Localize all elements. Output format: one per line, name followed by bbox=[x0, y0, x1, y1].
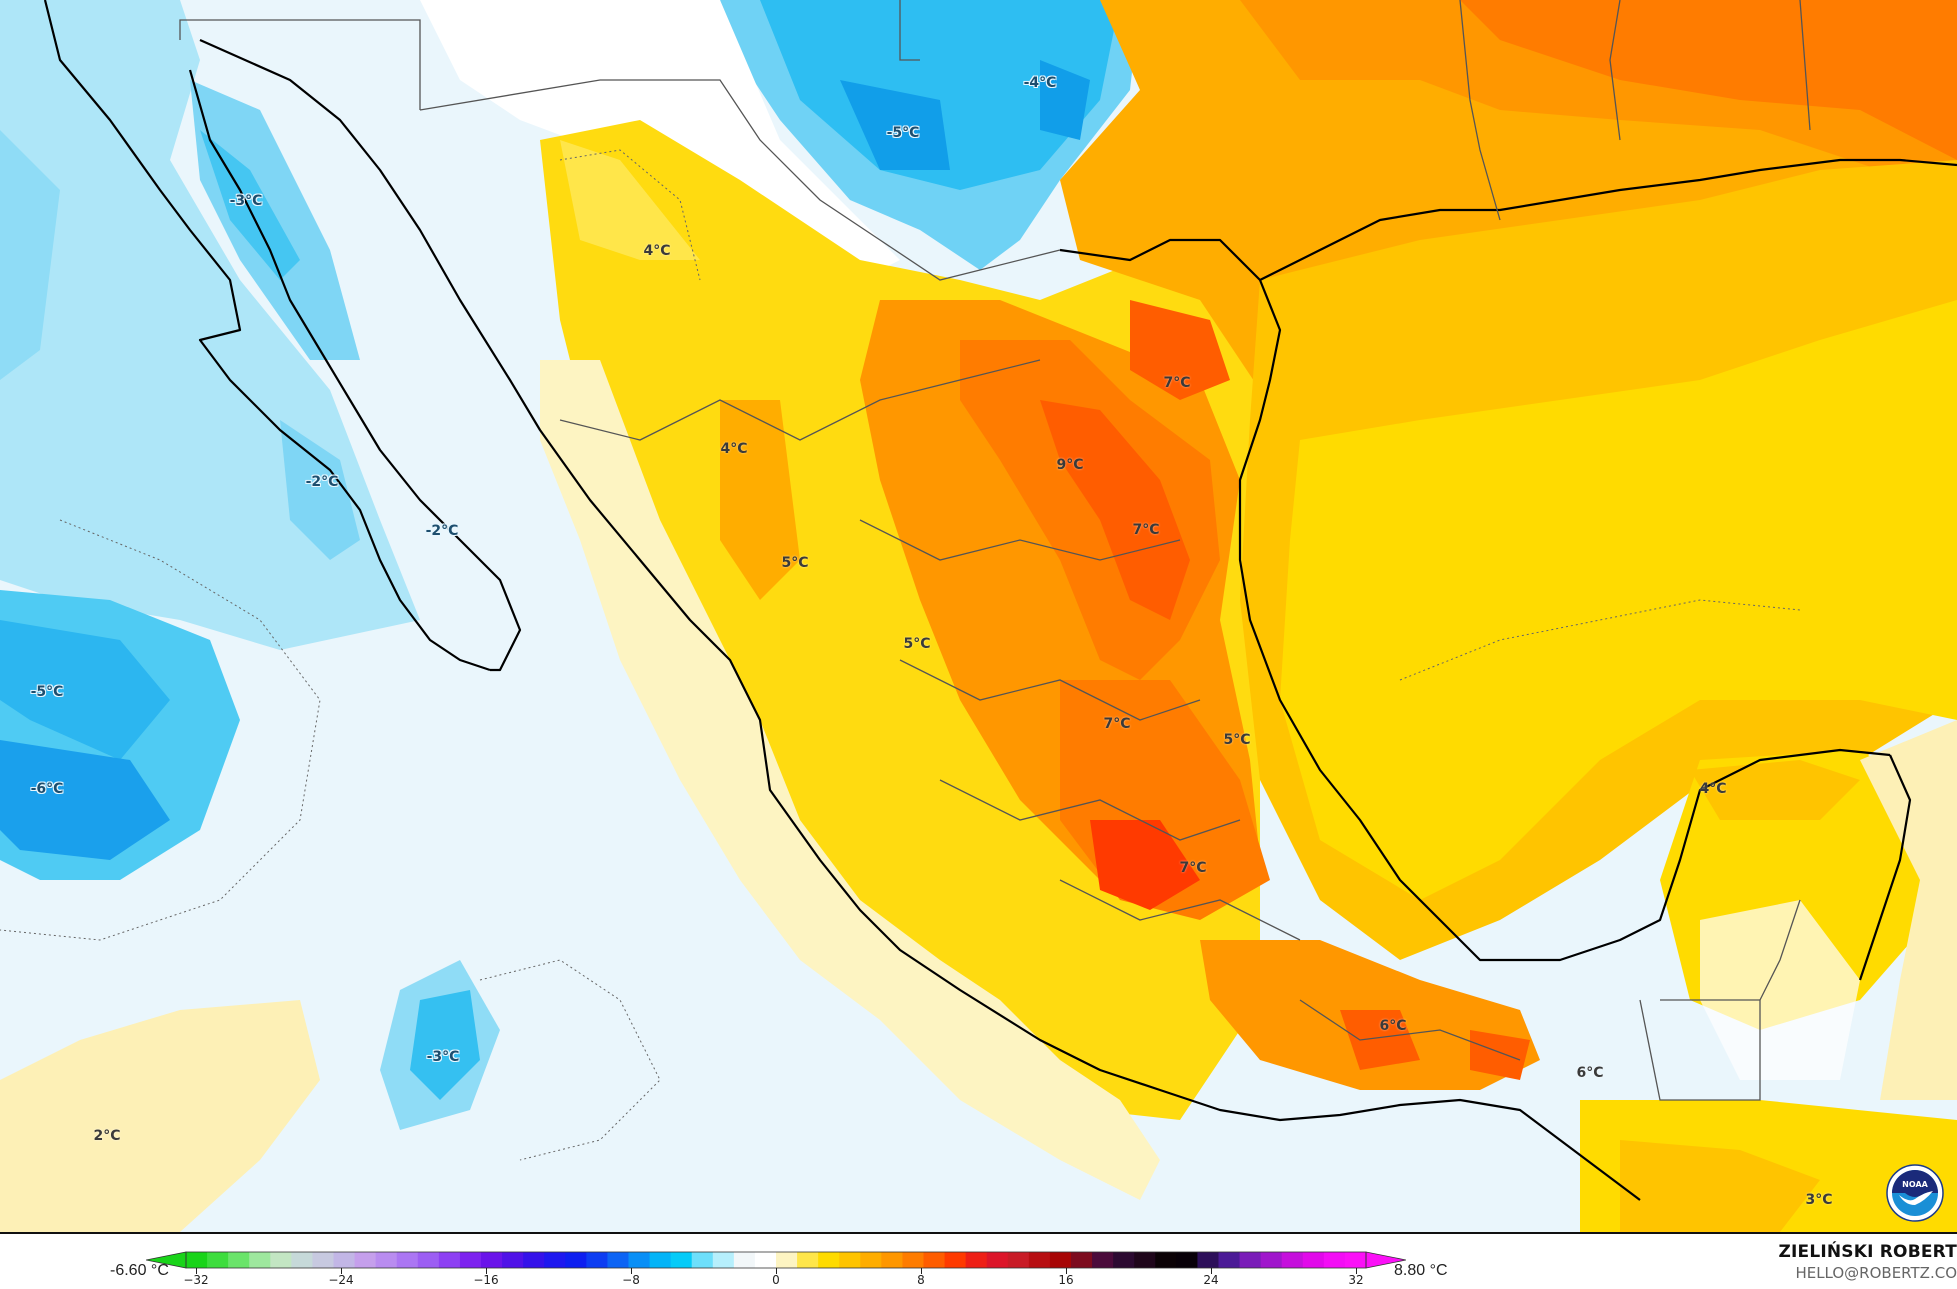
tick-label: 16 bbox=[1058, 1273, 1074, 1287]
credit: ZIELIŃSKI ROBERT HELLO@ROBERTZ.CO bbox=[1657, 1234, 1957, 1289]
tick-label: −8 bbox=[622, 1273, 640, 1287]
tick-mark bbox=[921, 1268, 922, 1274]
tick-label: −24 bbox=[328, 1273, 354, 1287]
temperature-label: -6°C bbox=[30, 781, 64, 797]
temperature-label: 6°C bbox=[1576, 1065, 1604, 1081]
temperature-anomaly-map bbox=[0, 0, 1957, 1232]
temperature-label: -2°C bbox=[305, 474, 339, 490]
temperature-label: 6°C bbox=[1379, 1018, 1407, 1034]
tick-mark bbox=[486, 1268, 487, 1274]
tick-mark bbox=[196, 1268, 197, 1274]
temperature-label: 9°C bbox=[1056, 457, 1084, 473]
colorbar bbox=[146, 1251, 1406, 1269]
temperature-label: 5°C bbox=[781, 555, 809, 571]
credit-email: HELLO@ROBERTZ.CO bbox=[1795, 1264, 1957, 1282]
temperature-label: -3°C bbox=[229, 193, 263, 209]
temperature-label: 4°C bbox=[720, 441, 748, 457]
tick-label: −16 bbox=[473, 1273, 499, 1287]
temperature-label: -4°C bbox=[1023, 75, 1057, 91]
temperature-label: -5°C bbox=[30, 684, 64, 700]
tick-mark bbox=[631, 1268, 632, 1274]
tick-label: 24 bbox=[1203, 1273, 1219, 1287]
temperature-label: 3°C bbox=[1805, 1192, 1833, 1208]
temperature-label: -5°C bbox=[886, 125, 920, 141]
temperature-label: 7°C bbox=[1179, 860, 1207, 876]
credit-name: ZIELIŃSKI ROBERT bbox=[1778, 1242, 1957, 1262]
tick-mark bbox=[1356, 1268, 1357, 1274]
tick-mark bbox=[341, 1268, 342, 1274]
tick-label: 32 bbox=[1348, 1273, 1364, 1287]
temperature-label: -3°C bbox=[426, 1049, 460, 1065]
tick-mark bbox=[1066, 1268, 1067, 1274]
temperature-label: -2°C bbox=[425, 523, 459, 539]
tick-mark bbox=[776, 1268, 777, 1274]
noaa-logo: NOAA bbox=[1886, 1164, 1944, 1222]
temperature-label: 5°C bbox=[1223, 732, 1251, 748]
tick-label: 8 bbox=[917, 1273, 925, 1287]
min-value-label: -6.60 °C bbox=[110, 1262, 169, 1279]
max-value-label: 8.80 °C bbox=[1394, 1262, 1448, 1279]
tick-label: −32 bbox=[183, 1273, 209, 1287]
temperature-label: 7°C bbox=[1163, 375, 1191, 391]
temperature-label: 4°C bbox=[1699, 781, 1727, 797]
svg-text:NOAA: NOAA bbox=[1902, 1180, 1928, 1189]
temperature-label: 2°C bbox=[93, 1128, 121, 1144]
temperature-label: 7°C bbox=[1132, 522, 1160, 538]
colorbar-footer: -6.60 °C −32 −24 −16 −8 0 8 16 24 32 8.80 °C ZIE… bbox=[0, 1232, 1957, 1289]
tick-mark bbox=[1211, 1268, 1212, 1274]
temperature-label: 7°C bbox=[1103, 716, 1131, 732]
temperature-label: 5°C bbox=[903, 636, 931, 652]
tick-label: 0 bbox=[772, 1273, 780, 1287]
temperature-label: 4°C bbox=[643, 243, 671, 259]
